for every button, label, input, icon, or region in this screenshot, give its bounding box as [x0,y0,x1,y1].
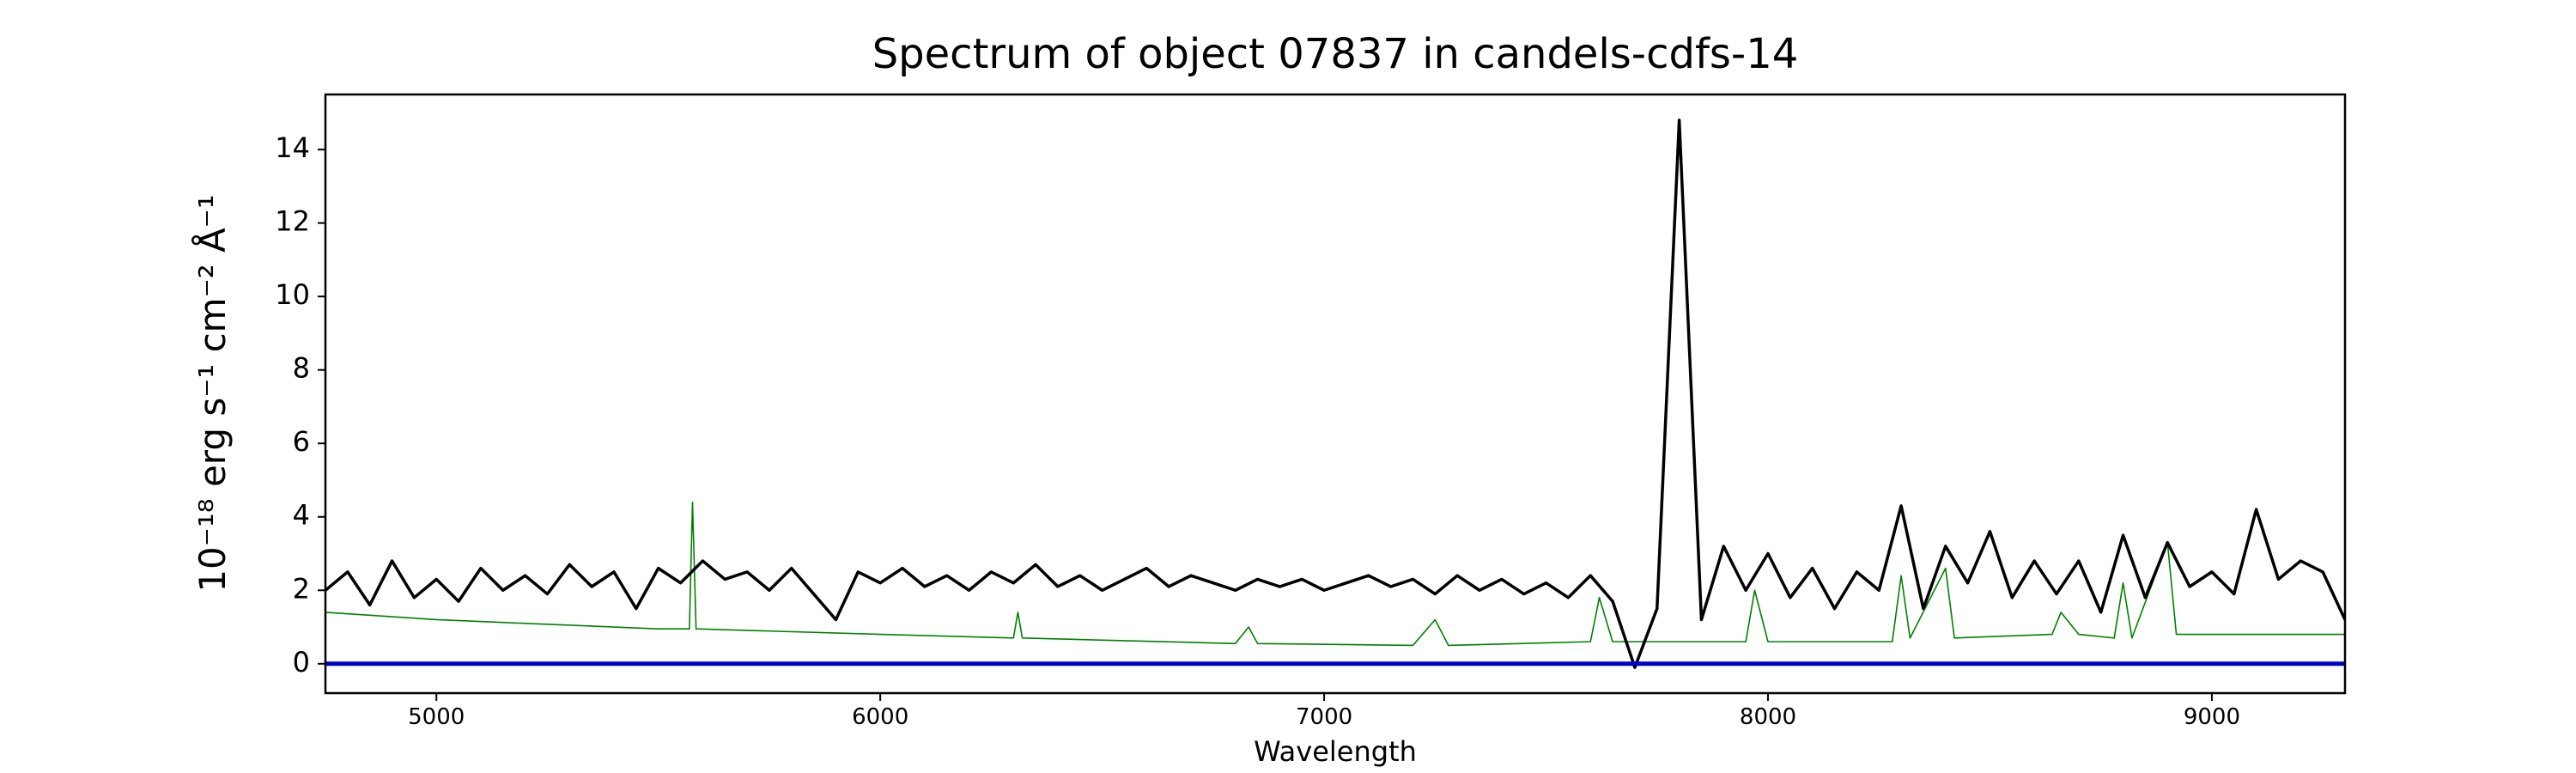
x-tick-label: 5000 [408,704,465,730]
y-tick-label: 12 [275,205,310,238]
spectrum-line [325,501,2345,647]
y-tick-label: 14 [275,131,310,164]
x-axis-label: Wavelength [1254,735,1417,768]
y-tick-label: 6 [293,425,310,458]
x-tick-label: 9000 [2184,704,2240,730]
x-tick-label: 8000 [1740,704,1796,730]
x-tick-label: 6000 [852,704,908,730]
spectrum-line [325,119,2345,669]
y-tick-label: 4 [293,499,310,532]
y-tick-label: 2 [293,572,310,605]
y-tick-label: 0 [293,646,310,679]
y-tick-label: 10 [275,278,310,311]
x-tick-label: 7000 [1296,704,1352,730]
y-tick-label: 8 [293,352,310,385]
plot-frame [324,93,2347,695]
chart-title: Spectrum of object 07837 in candels-cdfs… [872,30,1799,78]
y-axis-label: 10⁻¹⁸ erg s⁻¹ cm⁻² Å⁻¹ [191,194,234,592]
